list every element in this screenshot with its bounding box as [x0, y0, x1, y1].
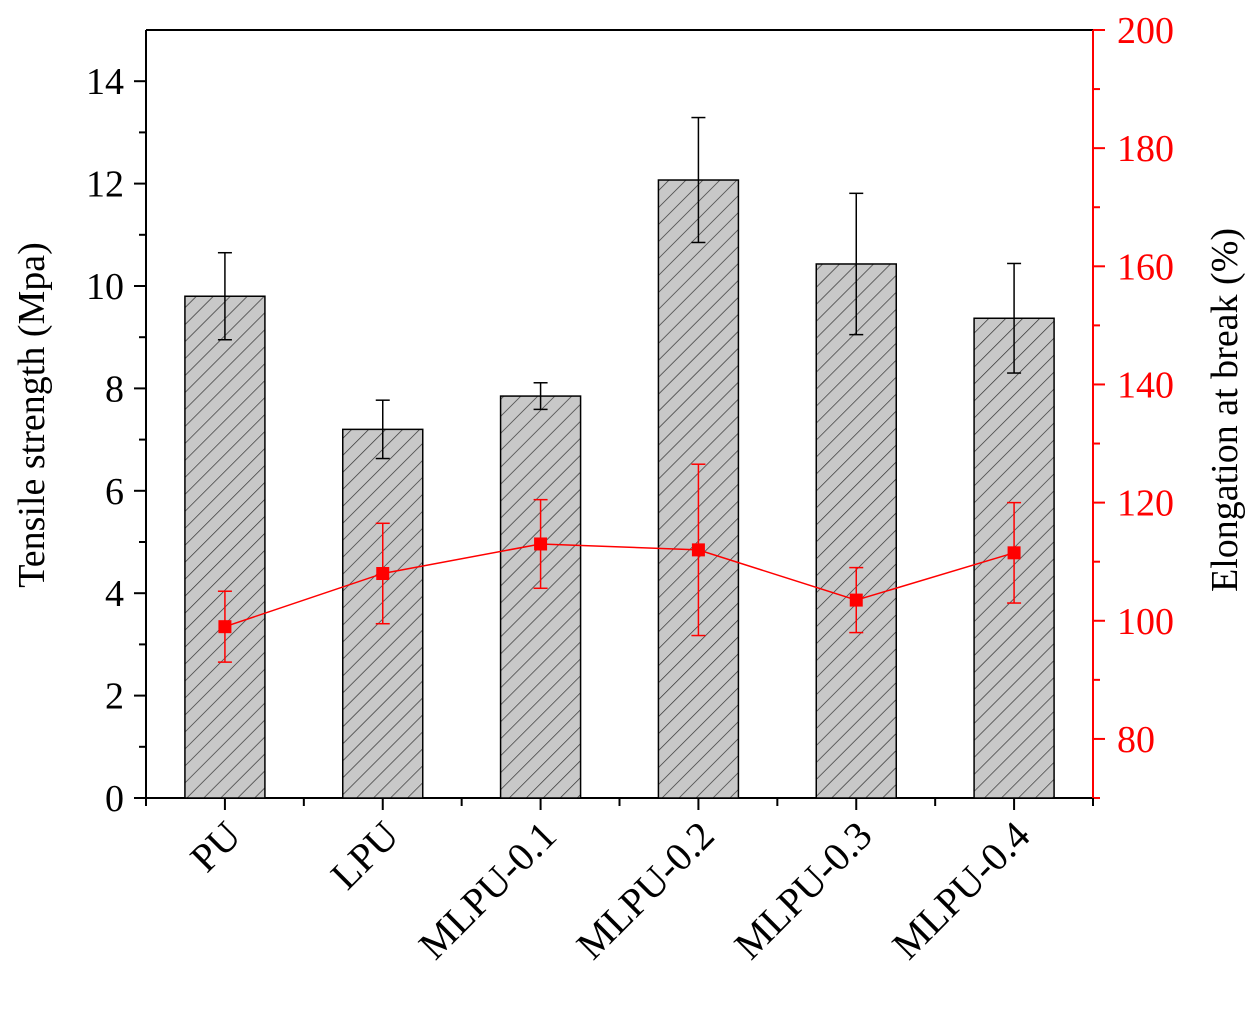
right-tick-label: 120: [1117, 483, 1174, 525]
left-tick-label: 8: [105, 368, 124, 410]
left-tick-label: 2: [105, 676, 124, 718]
right-tick-label: 100: [1117, 601, 1174, 643]
line-point-MLPU-0.1: [534, 537, 548, 551]
elongation-line: [224, 543, 1015, 628]
right-tick-label: 180: [1117, 128, 1174, 170]
bar-MLPU-0.1: [499, 395, 582, 799]
x-axis: PU LPU MLPU-0.1 MLPU-0.2 MLPU-0.3 MLPU-0.4: [145, 798, 1094, 968]
bar-series: [184, 179, 1055, 799]
left-tick-label: 14: [86, 61, 124, 103]
x-tick-label-MLPU-0.2: MLPU-0.2: [568, 813, 723, 968]
bar-MLPU-0.3: [815, 263, 897, 799]
left-axis-label: Tensile strength (Mpa): [11, 242, 53, 588]
left-y-axis: 0 2 4 6 8 10 12 14: [86, 61, 146, 820]
bar-PU: [184, 295, 266, 799]
right-tick-label: 140: [1117, 364, 1174, 406]
x-tick-label-MLPU-0.1: MLPU-0.1: [410, 813, 565, 968]
left-tick-label: 6: [105, 471, 124, 513]
left-tick-label: 0: [105, 778, 124, 820]
x-tick-label-MLPU-0.3: MLPU-0.3: [725, 813, 880, 968]
right-axis-label: Elongation at break (%): [1204, 228, 1246, 592]
right-y-axis: 80 100 120 140 160 180 200: [1093, 10, 1174, 799]
x-tick-label-MLPU-0.4: MLPU-0.4: [883, 813, 1038, 968]
line-point-PU: [218, 620, 232, 634]
plot-frame: [145, 29, 1094, 799]
line-point-MLPU-0.4: [1007, 546, 1021, 560]
line-point-MLPU-0.2: [691, 543, 705, 557]
x-tick-label-LPU: LPU: [322, 812, 407, 897]
x-tick-label-PU: PU: [181, 812, 249, 880]
line-point-LPU: [376, 567, 390, 581]
right-tick-label: 80: [1117, 719, 1155, 761]
bar-error-bars: [217, 116, 1022, 460]
line-point-MLPU-0.3: [849, 593, 863, 607]
left-tick-label: 12: [86, 164, 124, 206]
line-series: [217, 463, 1022, 663]
right-tick-label: 200: [1117, 10, 1174, 52]
left-tick-label: 4: [105, 573, 124, 615]
right-tick-label: 160: [1117, 246, 1174, 288]
left-tick-label: 10: [86, 266, 124, 308]
